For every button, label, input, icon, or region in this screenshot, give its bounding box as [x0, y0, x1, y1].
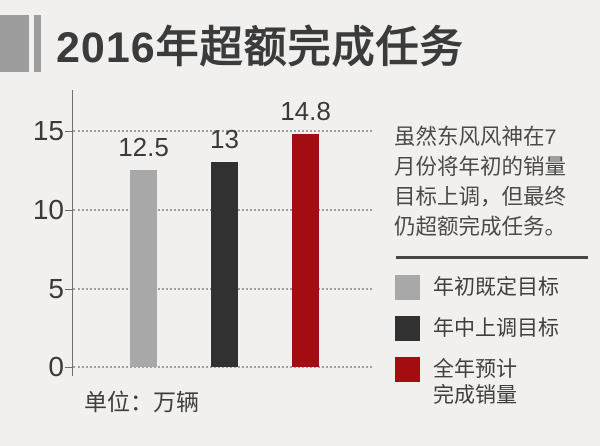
- y-tick-10: 10: [32, 194, 64, 225]
- bar-midyear-target: [211, 162, 238, 367]
- tick-mark-0: [65, 367, 73, 368]
- bar-group-fullyear-forecast: 14.8: [265, 96, 346, 367]
- bar-group-midyear-target: 13: [184, 124, 265, 367]
- gridline-15: [73, 130, 372, 132]
- bar-value-label: 12.5: [118, 132, 169, 162]
- annotation-line: 月份将年初的销量: [394, 155, 567, 179]
- legend-swatch-gray: [395, 275, 420, 300]
- legend-item-midyear-target: 年中上调目标: [395, 316, 595, 342]
- annotation-line: 目标上调，但最终: [394, 185, 567, 209]
- bar-value-label: 13: [210, 124, 239, 154]
- title-decor-bar: [34, 15, 41, 72]
- legend-label: 年初既定目标: [433, 276, 559, 299]
- legend-swatch-red: [395, 357, 420, 382]
- y-tick-0: 0: [48, 351, 64, 382]
- title-decor-square: [0, 15, 29, 72]
- y-tick-15: 15: [32, 115, 64, 146]
- legend-label: 年中上调目标: [433, 317, 559, 340]
- bar-initial-target: [130, 170, 157, 367]
- page-title: 2016年超额完成任务: [56, 24, 464, 72]
- gridline-0: [73, 366, 372, 368]
- legend-divider: [396, 256, 588, 259]
- unit-label: 单位：万辆: [84, 389, 199, 415]
- legend-item-fullyear-forecast: 全年预计 完成销量: [395, 357, 595, 409]
- bar-group-initial-target: 12.5: [103, 132, 184, 367]
- tick-mark-15: [65, 131, 73, 132]
- bar-fullyear-forecast: [292, 134, 319, 367]
- annotation-text: 虽然东风风神在7 月份将年初的销量 目标上调，但最终 仍超额完成任务。: [394, 122, 594, 242]
- legend-item-initial-target: 年初既定目标: [395, 275, 595, 301]
- tick-mark-10: [65, 210, 73, 211]
- y-tick-5: 5: [48, 273, 64, 304]
- tick-mark-5: [65, 289, 73, 290]
- legend-swatch-dark: [395, 316, 420, 341]
- annotation-line: 虽然东风风神在7: [394, 125, 557, 149]
- legend-label: 全年预计 完成销量: [433, 358, 517, 407]
- annotation-line: 仍超额完成任务。: [394, 215, 567, 239]
- y-axis-line: [72, 90, 73, 376]
- bar-value-label: 14.8: [280, 96, 331, 126]
- legend: 年初既定目标 年中上调目标 全年预计 完成销量: [395, 275, 595, 424]
